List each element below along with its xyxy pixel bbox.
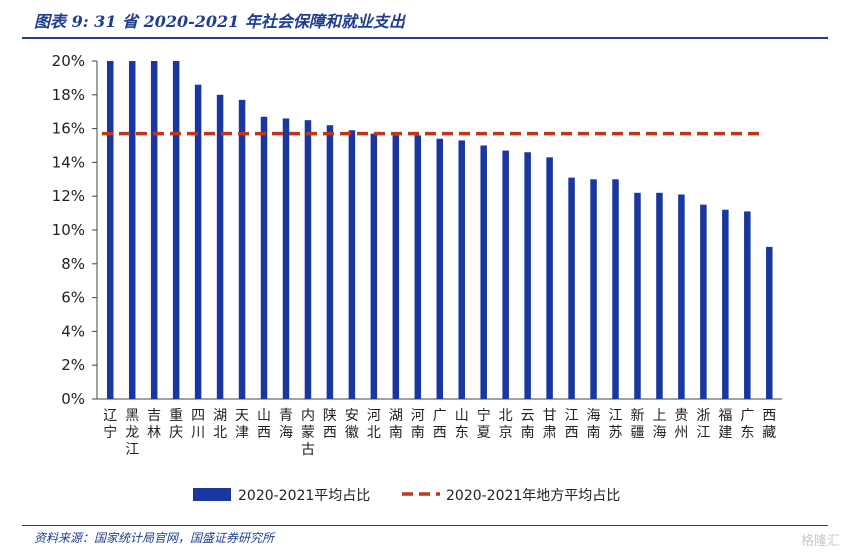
bar — [107, 61, 114, 399]
category-label: 宁夏 — [477, 407, 491, 441]
y-tick-label: 12% — [52, 187, 85, 205]
bar — [546, 157, 553, 399]
bar — [700, 204, 707, 399]
bar — [414, 135, 422, 400]
category-label: 江西 — [565, 408, 579, 441]
category-label: 青海 — [279, 408, 293, 441]
footer-rule — [22, 525, 828, 526]
category-label: 西藏 — [762, 408, 776, 441]
bar — [216, 94, 224, 400]
bar — [458, 140, 465, 399]
x-axis-labels: 辽宁黑龙江吉林重庆四川湖北天津山西青海内蒙古陕西安徽河北湖南河南广西山东宁夏北京… — [103, 407, 776, 458]
category-label: 山西 — [257, 408, 271, 441]
category-label: 湖南 — [389, 408, 403, 441]
y-tick-label: 16% — [52, 120, 85, 138]
bar — [436, 138, 444, 400]
bar — [480, 145, 487, 399]
bar — [194, 84, 202, 399]
bar-series — [107, 61, 773, 400]
y-tick-label: 14% — [52, 153, 85, 171]
category-label: 山东 — [455, 408, 469, 441]
bar — [524, 152, 531, 399]
category-label: 陕西 — [323, 408, 337, 441]
bar — [370, 133, 378, 400]
category-label: 广西 — [433, 408, 447, 441]
category-label: 黑龙江 — [125, 408, 139, 458]
bar — [612, 179, 619, 399]
category-label: 辽宁 — [103, 408, 117, 441]
category-label: 河北 — [367, 408, 381, 441]
title-rule — [22, 37, 828, 39]
bar — [656, 192, 663, 399]
category-label: 浙江 — [696, 408, 710, 441]
bar — [502, 150, 509, 399]
bar — [326, 125, 334, 399]
chart-title: 图表 9: 31 省 2020-2021 年社会保障和就业支出 — [34, 12, 405, 31]
y-axis: 0% 2% 4% 6% 8% 10% 12% 14% 16% 18% 20% — [52, 52, 782, 408]
bar — [150, 61, 158, 399]
category-label: 福建 — [718, 408, 732, 441]
bar — [348, 130, 356, 400]
category-label: 吉林 — [147, 408, 161, 441]
category-label: 四川 — [191, 408, 205, 441]
legend-bar-swatch — [193, 488, 231, 501]
bar — [282, 118, 290, 400]
bar — [568, 177, 575, 399]
category-label: 云南 — [521, 408, 535, 441]
legend: 2020-2021平均占比 2020-2021年地方平均占比 — [193, 488, 620, 504]
bar — [766, 246, 773, 399]
bar — [744, 211, 751, 399]
y-tick-label: 2% — [61, 356, 85, 374]
bar — [260, 116, 268, 400]
bar — [304, 120, 312, 400]
category-label: 北京 — [499, 408, 513, 441]
y-tick-label: 0% — [61, 390, 85, 408]
y-tick-label: 20% — [52, 52, 85, 70]
y-tick-label: 10% — [52, 221, 85, 239]
y-tick-label: 4% — [61, 322, 85, 340]
bar — [392, 135, 400, 400]
category-label: 湖北 — [213, 408, 227, 441]
category-label: 河南 — [411, 408, 425, 441]
category-label: 广东 — [740, 408, 754, 441]
bar — [634, 192, 641, 399]
bar — [128, 61, 136, 399]
category-label: 贵州 — [674, 408, 688, 441]
category-label: 新疆 — [630, 408, 644, 441]
bar — [678, 194, 685, 399]
bar — [590, 179, 597, 399]
category-label: 天津 — [235, 408, 249, 441]
category-label: 重庆 — [169, 408, 183, 441]
bar — [722, 209, 729, 399]
source-note: 资料来源：国家统计局官网，国盛证券研究所 — [34, 531, 275, 545]
category-label: 甘肃 — [543, 408, 557, 441]
category-label: 江苏 — [609, 408, 623, 441]
legend-line-label: 2020-2021年地方平均占比 — [446, 488, 620, 504]
category-label: 海南 — [587, 408, 601, 441]
y-tick-label: 6% — [61, 289, 85, 307]
category-label: 安徽 — [345, 408, 359, 441]
category-label: 上海 — [652, 408, 666, 441]
watermark: 格隆汇 — [800, 534, 840, 549]
y-tick-label: 8% — [61, 255, 85, 273]
category-label: 内蒙古 — [301, 408, 315, 458]
bar — [238, 99, 246, 400]
y-tick-label: 18% — [52, 86, 85, 104]
legend-bar-label: 2020-2021平均占比 — [238, 488, 370, 504]
bar — [172, 61, 180, 399]
